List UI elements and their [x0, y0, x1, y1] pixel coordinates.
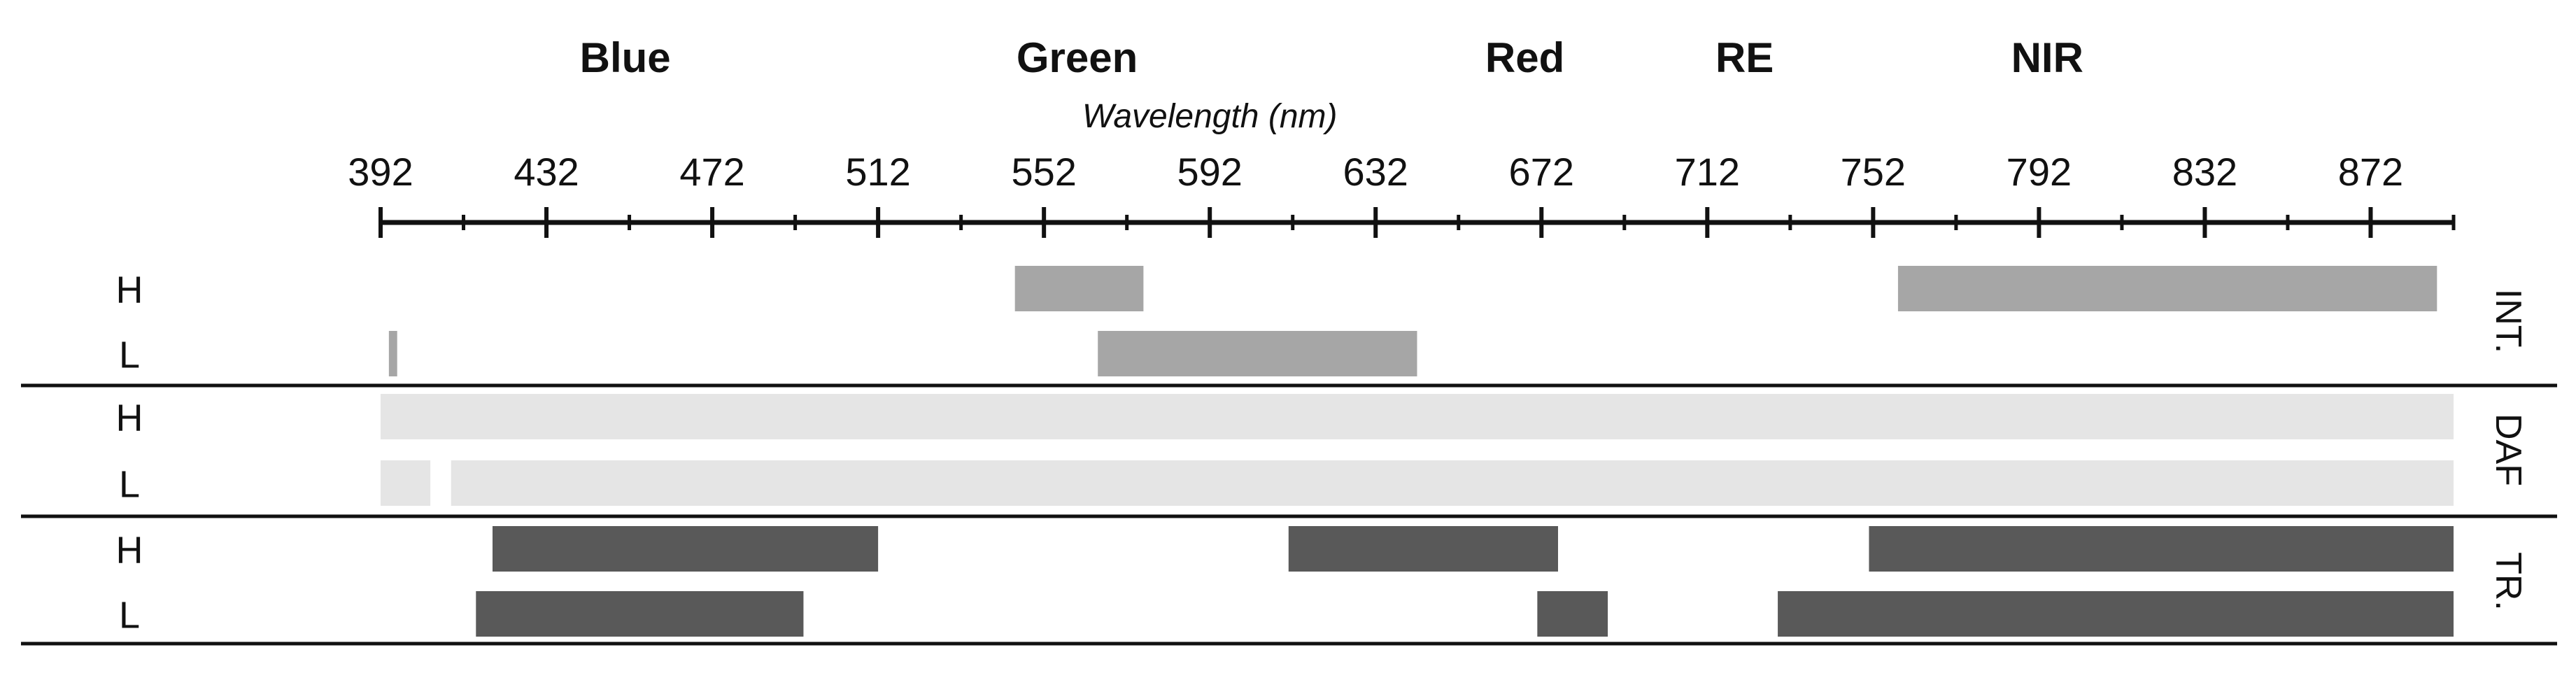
bar-tr-l-1	[1537, 591, 1608, 637]
tick-labels: 392 432 472 512 552 592 632 672 712 752 792 832 872	[348, 150, 2403, 194]
bar-tr-h-0	[493, 526, 879, 572]
range-bars	[381, 266, 2454, 637]
tick-label-832: 832	[2172, 150, 2237, 194]
group-separators	[21, 383, 2557, 646]
row-label-tr-h: H	[116, 530, 143, 572]
group-label-int: INT.	[2488, 289, 2528, 353]
tick-label-632: 632	[1343, 150, 1408, 194]
tick-label-552: 552	[1011, 150, 1076, 194]
row-label-int-h: H	[116, 269, 143, 311]
bar-daf-h-0	[381, 394, 2454, 439]
band-label-re: RE	[1715, 34, 1774, 81]
tick-label-712: 712	[1675, 150, 1740, 194]
row-label-daf-l: L	[119, 464, 140, 506]
row-label-int-l: L	[119, 334, 140, 376]
tick-label-432: 432	[514, 150, 579, 194]
bar-tr-h-1	[1288, 526, 1558, 572]
tick-label-592: 592	[1177, 150, 1242, 194]
x-axis-title: Wavelength (nm)	[1082, 98, 1338, 135]
bar-tr-l-2	[1778, 591, 2454, 637]
tick-label-392: 392	[348, 150, 413, 194]
band-labels: Blue Green Red RE NIR	[580, 34, 2083, 81]
bar-int-h-0	[1014, 266, 1144, 311]
bar-daf-l-1	[451, 460, 2454, 506]
tick-label-672: 672	[1509, 150, 1574, 194]
bar-int-l-0	[388, 331, 397, 376]
group-label-tr: TR.	[2488, 552, 2528, 611]
tick-label-472: 472	[679, 150, 744, 194]
row-label-tr-l: L	[119, 595, 140, 637]
bar-tr-l-0	[476, 591, 804, 637]
tick-label-792: 792	[2007, 150, 2072, 194]
row-label-daf-h: H	[116, 397, 143, 439]
band-label-nir: NIR	[2011, 34, 2083, 81]
tick-label-752: 752	[1841, 150, 1906, 194]
x-axis	[378, 207, 2456, 238]
group-label-daf: DAF	[2488, 413, 2528, 486]
bar-int-l-1	[1098, 331, 1417, 376]
tick-label-872: 872	[2338, 150, 2403, 194]
bar-tr-h-2	[1869, 526, 2454, 572]
bar-daf-l-0	[381, 460, 431, 506]
band-label-green: Green	[1017, 34, 1138, 81]
group-labels: INT. DAF TR.	[2488, 289, 2528, 611]
band-label-red: Red	[1485, 34, 1564, 81]
tick-label-512: 512	[845, 150, 910, 194]
bar-int-h-1	[1897, 266, 2437, 311]
band-label-blue: Blue	[580, 34, 671, 81]
